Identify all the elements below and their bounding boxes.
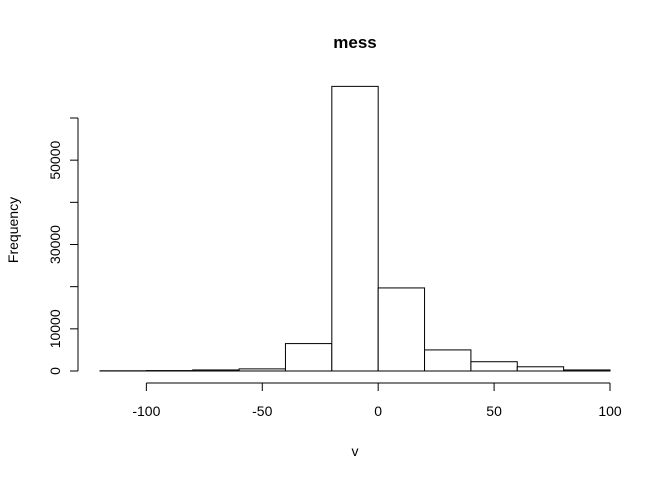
y-axis: 0 10000 30000 50000 — [47, 117, 79, 375]
histogram-bar — [563, 369, 611, 372]
histogram-bar — [192, 369, 240, 372]
histogram-bar — [424, 349, 472, 372]
y-tick-label: 0 — [47, 367, 63, 375]
x-tick-label: 50 — [486, 403, 502, 419]
x-tick-label: 0 — [374, 403, 382, 419]
histogram-bar — [284, 343, 333, 372]
y-tick-label: 10000 — [47, 309, 63, 348]
histogram-bar — [238, 368, 286, 372]
y-tick-label: 30000 — [47, 225, 63, 264]
histogram-bar — [470, 361, 518, 372]
bars-group — [99, 85, 611, 372]
x-tick-label: -50 — [252, 403, 272, 419]
histogram-bar — [331, 85, 379, 372]
x-axis: -100 -50 0 50 100 — [132, 382, 622, 419]
y-tick-label: 50000 — [47, 140, 63, 179]
histogram-bar — [516, 366, 565, 372]
x-tick-label: 100 — [598, 403, 622, 419]
x-tick-label: -100 — [132, 403, 160, 419]
y-axis-label: Frequency — [5, 197, 21, 263]
histogram-bar — [377, 287, 426, 372]
chart-title: mess — [333, 33, 376, 52]
x-axis-label: v — [352, 443, 359, 459]
